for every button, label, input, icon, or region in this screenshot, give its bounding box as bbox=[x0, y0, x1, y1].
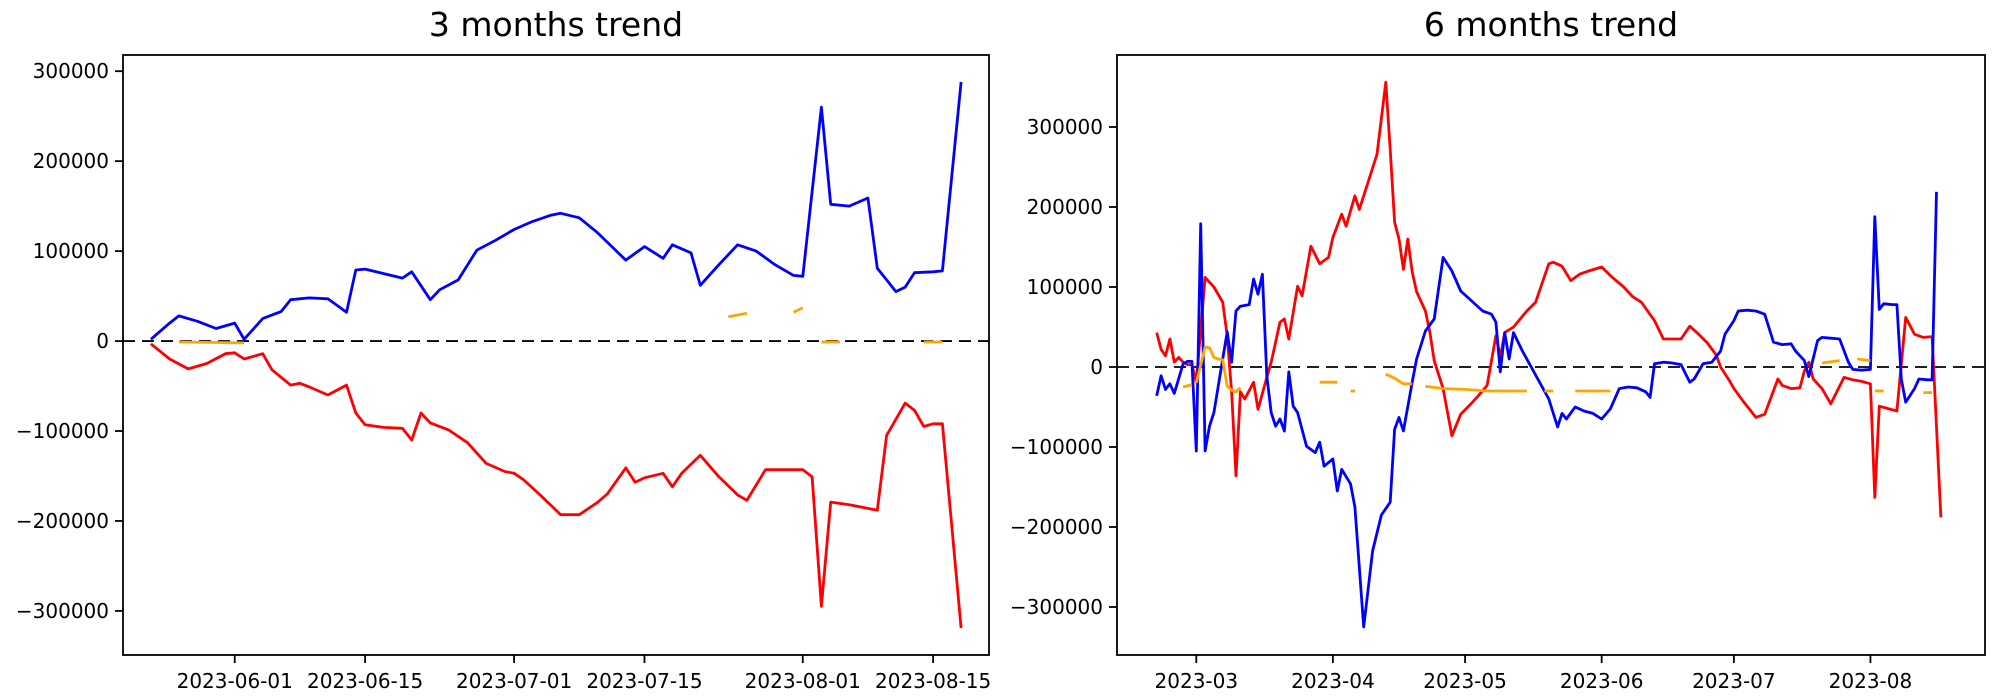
y-tick-label: −100000 bbox=[16, 419, 109, 443]
x-tick-label: 2023-07-01 bbox=[456, 669, 572, 693]
chart-title-6-months-trend: 6 months trend bbox=[1423, 5, 1679, 44]
red-series-line bbox=[1155, 80, 1943, 518]
y-tick-label: 100000 bbox=[1027, 275, 1103, 299]
x-tick-label: 2023-08 bbox=[1829, 669, 1913, 693]
x-tick-label: 2023-07-15 bbox=[586, 669, 702, 693]
x-tick-label: 2023-04 bbox=[1291, 669, 1375, 693]
y-tick-label: 200000 bbox=[1027, 195, 1103, 219]
blue-series-line bbox=[1155, 191, 1938, 629]
x-tick-label: 2023-06-01 bbox=[177, 669, 293, 693]
orange-series-line bbox=[178, 306, 943, 345]
plot-border bbox=[122, 54, 990, 656]
x-tick-label: 2023-03 bbox=[1155, 669, 1239, 693]
y-tick-label: −100000 bbox=[1010, 435, 1103, 459]
y-tick-label: 0 bbox=[1090, 355, 1103, 379]
y-tick-label: 0 bbox=[96, 329, 109, 353]
y-tick-label: 100000 bbox=[33, 239, 109, 263]
y-tick-label: 300000 bbox=[33, 59, 109, 83]
chart-1: 300000 200000 100000 0 −100000 −200000 −300000… bbox=[1010, 54, 1986, 693]
x-tick-label: 2023-06-15 bbox=[307, 669, 423, 693]
y-tick-label: −300000 bbox=[16, 599, 109, 623]
y-tick-label: 300000 bbox=[1027, 115, 1103, 139]
plot-border bbox=[1116, 54, 1986, 656]
red-series-line bbox=[150, 342, 963, 629]
y-tick-label: −200000 bbox=[1010, 515, 1103, 539]
chart-0: 300000 200000 100000 0 −100000 −200000 −300000… bbox=[16, 54, 991, 693]
x-tick-label: 2023-06 bbox=[1560, 669, 1644, 693]
x-tick-label: 2023-05 bbox=[1423, 669, 1507, 693]
chart-title-3-months-trend: 3 months trend bbox=[428, 5, 684, 44]
orange-series-line bbox=[1182, 345, 1933, 395]
y-tick-label: 200000 bbox=[33, 149, 109, 173]
x-tick-label: 2023-07 bbox=[1692, 669, 1776, 693]
x-tick-label: 2023-08-15 bbox=[875, 669, 991, 693]
blue-series-line bbox=[149, 81, 963, 341]
y-tick-label: −300000 bbox=[1010, 595, 1103, 619]
x-tick-label: 2023-08-01 bbox=[745, 669, 861, 693]
y-tick-label: −200000 bbox=[16, 509, 109, 533]
